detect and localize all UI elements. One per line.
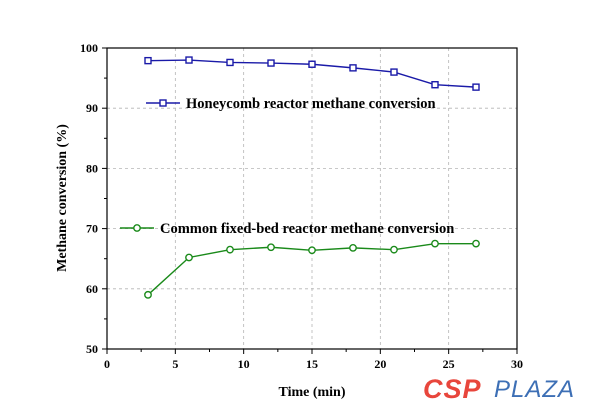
y-tick-label: 90	[86, 101, 98, 115]
legend-entry-1: Honeycomb reactor methane conversion	[146, 96, 436, 112]
data-point	[349, 243, 357, 252]
legend-label: Honeycomb reactor methane conversion	[186, 96, 436, 112]
data-series	[144, 56, 480, 299]
y-tick-label: 80	[86, 161, 98, 175]
x-tick-label: 20	[374, 357, 386, 371]
data-point	[472, 239, 480, 248]
watermark-csp: CSP	[423, 374, 482, 404]
series-1	[144, 56, 480, 91]
x-axis-title: Time (min)	[278, 385, 345, 400]
data-point	[431, 81, 439, 89]
data-point	[185, 56, 193, 64]
data-point	[267, 243, 275, 252]
legend-marker	[133, 224, 141, 232]
y-axis-title: Methane conversion (%)	[55, 124, 70, 272]
series-2	[144, 239, 480, 299]
data-point	[472, 83, 480, 91]
x-tick-label: 5	[172, 357, 178, 371]
grid-lines	[107, 48, 517, 349]
data-point	[308, 60, 316, 68]
legend-label: Common fixed-bed reactor methane convers…	[160, 221, 454, 237]
y-tick-label: 50	[86, 342, 98, 356]
data-point	[431, 239, 439, 248]
data-point	[144, 56, 152, 65]
watermark-plaza: PLAZA	[494, 376, 575, 403]
data-point	[390, 68, 398, 76]
x-tick-label: 15	[306, 357, 318, 371]
data-point	[226, 245, 234, 254]
data-point	[185, 253, 193, 262]
y-tick-label: 60	[86, 282, 98, 296]
y-tick-label: 100	[80, 41, 98, 55]
legend: Honeycomb reactor methane conversion Comm…	[120, 96, 454, 237]
legend-marker	[159, 99, 167, 107]
axis-ticks: 0 5 10 15 20 25 30 50 60 70 80 90 100	[80, 41, 523, 371]
x-tick-label: 25	[443, 357, 455, 371]
data-point	[144, 290, 152, 299]
watermark-logo: CSP PLAZA	[423, 374, 575, 404]
x-tick-label: 0	[104, 357, 110, 371]
data-point	[308, 246, 316, 255]
data-point	[267, 59, 275, 67]
data-point	[390, 245, 398, 254]
legend-entry-2: Common fixed-bed reactor methane convers…	[120, 221, 454, 237]
y-tick-label: 70	[86, 222, 98, 236]
x-tick-label: 30	[511, 357, 523, 371]
x-tick-label: 10	[238, 357, 250, 371]
data-point	[349, 64, 357, 72]
data-point	[226, 58, 234, 67]
